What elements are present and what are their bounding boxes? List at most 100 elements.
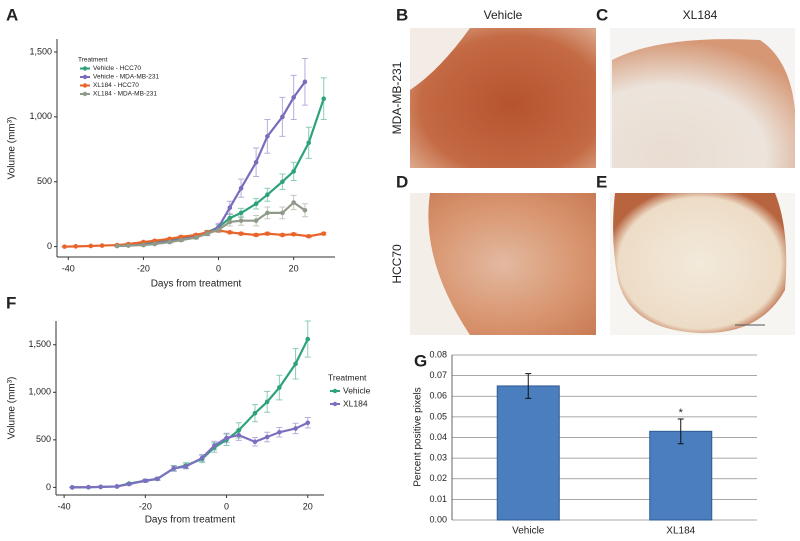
row-label: HCC70: [390, 244, 404, 284]
data-point: [293, 361, 298, 367]
series-line: [117, 201, 306, 248]
bar: [496, 385, 560, 521]
micrograph-tissue: [612, 39, 795, 168]
data-point: [88, 243, 94, 249]
data-point: [302, 79, 308, 85]
panel-letter: F: [6, 293, 16, 312]
data-point: [236, 432, 242, 438]
data-point: [280, 179, 285, 185]
y-tick-label: 0.02: [429, 473, 447, 483]
data-point: [277, 429, 282, 435]
data-point: [302, 207, 308, 213]
data-point: [193, 235, 199, 240]
data-point: [291, 169, 296, 174]
legend-label: XL184 - MDA-MB-231: [93, 91, 157, 98]
data-point: [321, 96, 327, 101]
data-label: *: [679, 407, 684, 419]
data-point: [227, 219, 233, 225]
legend-title: Treatment: [78, 57, 108, 64]
data-point: [114, 484, 120, 489]
y-tick-label: 0: [47, 241, 52, 251]
data-point: [143, 478, 148, 484]
data-point: [265, 231, 270, 236]
data-point: [86, 484, 91, 490]
y-tick-label: 0: [46, 482, 51, 492]
legend-label: XL184: [343, 398, 368, 408]
data-point: [253, 159, 259, 165]
y-tick-label: 500: [36, 434, 51, 444]
bar: [649, 430, 713, 521]
x-tick-label: -40: [62, 263, 75, 273]
x-tick-label: 20: [289, 263, 299, 273]
legend-label: Vehicle: [343, 385, 371, 395]
x-tick-label: 20: [303, 501, 313, 511]
y-axis-title: Volume (mm³): [7, 117, 18, 180]
y-tick-label: 1,000: [29, 111, 52, 121]
legend-swatch: [82, 74, 88, 80]
data-point: [280, 114, 285, 120]
data-point: [293, 426, 298, 431]
data-point: [227, 205, 233, 210]
data-point: [171, 466, 177, 471]
data-point: [152, 238, 157, 244]
data-point: [178, 237, 184, 243]
data-point: [252, 410, 258, 416]
data-point: [152, 241, 157, 247]
y-tick-label: 0.08: [429, 349, 447, 359]
data-point: [291, 200, 296, 205]
micrograph-background: [410, 193, 470, 335]
data-point: [265, 134, 270, 139]
y-tick-label: 1,500: [28, 339, 51, 349]
error-bar: [677, 418, 684, 445]
x-tick-label: -40: [58, 501, 71, 511]
data-point: [306, 140, 312, 146]
data-point: [224, 435, 229, 441]
data-point: [204, 231, 210, 236]
data-point: [178, 234, 184, 240]
x-tick-label: -20: [139, 501, 152, 511]
x-tick-label: 0: [224, 501, 229, 511]
y-tick-label: 0.04: [429, 432, 447, 442]
data-point: [305, 336, 311, 342]
legend-swatch: [82, 66, 88, 71]
data-point: [62, 244, 67, 249]
data-point: [227, 215, 233, 221]
data-point: [236, 428, 242, 433]
y-tick-label: 0.06: [429, 391, 447, 401]
x-tick-label: -20: [137, 263, 150, 273]
data-point: [291, 231, 296, 237]
data-point: [253, 218, 259, 223]
panel-letter: A: [6, 5, 18, 24]
series-line: [72, 421, 309, 489]
data-point: [167, 239, 173, 245]
legend-swatch: [82, 83, 88, 88]
legend-swatch: [82, 91, 88, 97]
data-point: [277, 385, 282, 390]
legend-title: Treatment: [328, 372, 367, 382]
data-point: [280, 210, 285, 216]
micrograph-tissue: [613, 193, 787, 334]
panel-letter: C: [596, 5, 608, 24]
data-point: [280, 232, 285, 238]
x-axis-title: Days from treatment: [145, 515, 236, 526]
y-tick-label: 1,000: [28, 387, 51, 397]
panel-letter: B: [396, 5, 408, 24]
data-point: [265, 210, 270, 216]
legend-label: XL184 - HCC70: [93, 82, 139, 89]
data-point: [114, 243, 120, 249]
data-point: [253, 201, 259, 207]
data-point: [98, 484, 103, 490]
data-point: [321, 231, 327, 236]
data-point: [238, 231, 244, 236]
error-bar: [525, 373, 532, 399]
x-axis-title: Days from treatment: [151, 279, 242, 290]
data-point: [264, 399, 270, 405]
y-tick-label: 0.05: [429, 411, 447, 421]
x-tick-label: XL184: [666, 526, 695, 537]
data-point: [264, 434, 270, 440]
legend-label: Vehicle - MDA-MB-231: [93, 74, 159, 81]
legend-label: Vehicle - HCC70: [93, 65, 141, 72]
data-point: [212, 443, 217, 448]
series-line: [117, 81, 306, 248]
data-point: [265, 192, 270, 198]
